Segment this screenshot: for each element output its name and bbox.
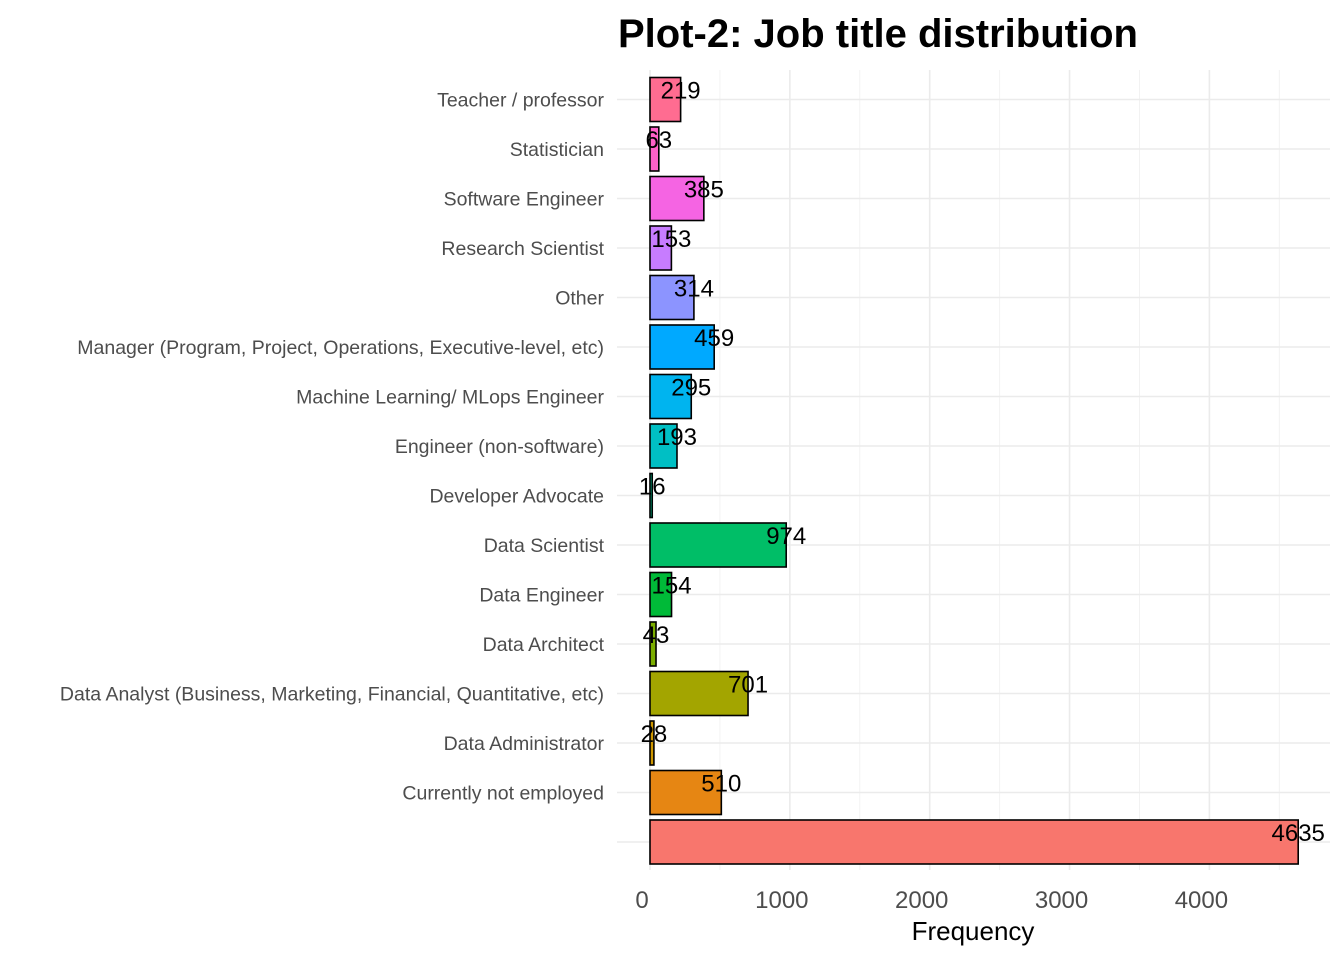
bar-data-scientist bbox=[649, 522, 788, 568]
y-tick-label-data-analyst-business-marketing-financial-quantitative-etc: Data Analyst (Business, Marketing, Finan… bbox=[60, 684, 604, 706]
x-tick-label: 0 bbox=[635, 887, 648, 914]
bar-engineer-non-software bbox=[649, 423, 678, 469]
data-label-research-scientist: 153 bbox=[651, 226, 691, 253]
bar-data-analyst-business-marketing-financial-quantitative-etc bbox=[649, 670, 749, 717]
bar-research-scientist bbox=[649, 225, 673, 271]
bar-data-administrator bbox=[649, 720, 655, 766]
data-label-data-engineer: 154 bbox=[652, 573, 692, 600]
data-label-blank: 4635 bbox=[1272, 820, 1325, 847]
y-tick-label-data-scientist: Data Scientist bbox=[484, 535, 605, 557]
chart-title: Plot-2: Job title distribution bbox=[618, 12, 1138, 56]
y-tick-label-data-engineer: Data Engineer bbox=[479, 585, 604, 607]
y-tick-label-teacher-professor: Teacher / professor bbox=[437, 90, 604, 112]
bar-teacher-professor bbox=[649, 76, 682, 123]
x-tick-label: 2000 bbox=[895, 887, 948, 914]
y-axis-labels: Teacher / professor Statistician Software … bbox=[60, 90, 605, 805]
y-tick-label-research-scientist: Research Scientist bbox=[441, 238, 604, 260]
data-label-machine-learning-mlops-engineer: 295 bbox=[671, 375, 711, 402]
x-axis-title: Frequency bbox=[912, 916, 1035, 946]
bar-developer-advocate bbox=[649, 472, 654, 519]
bar-machine-learning-mlops-engineer bbox=[649, 373, 693, 420]
bar-manager-program-project-operations-executive-level-etc bbox=[649, 324, 715, 370]
data-label-data-administrator: 28 bbox=[641, 721, 668, 748]
bar-currently-not-employed bbox=[649, 769, 723, 816]
bar-statistician bbox=[649, 126, 660, 172]
data-label-manager-program-project-operations-executive-level-etc: 459 bbox=[694, 325, 734, 352]
bar-other bbox=[649, 274, 695, 321]
y-tick-label-currently-not-employed: Currently not employed bbox=[402, 783, 604, 805]
y-tick-label-other: Other bbox=[555, 288, 604, 310]
data-labels: 219 63 385 153 314 459 295 193 16 974 154 43 701 28 51… bbox=[639, 78, 1325, 848]
bar-data-architect bbox=[649, 621, 657, 667]
x-axis-ticks: 0 1000 2000 3000 4000 bbox=[635, 887, 1228, 914]
data-label-data-scientist: 974 bbox=[766, 523, 806, 550]
bar-blank bbox=[649, 819, 1300, 865]
y-tick-label-statistician: Statistician bbox=[510, 139, 604, 161]
x-tick-label: 1000 bbox=[755, 887, 808, 914]
data-label-data-analyst-business-marketing-financial-quantitative-etc: 701 bbox=[728, 672, 768, 699]
data-label-data-architect: 43 bbox=[643, 622, 670, 649]
y-tick-label-manager-program-project-operations-executive-level-etc: Manager (Program, Project, Operations, E… bbox=[77, 337, 604, 359]
x-tick-label: 3000 bbox=[1035, 887, 1088, 914]
y-tick-label-machine-learning-mlops-engineer: Machine Learning/ MLops Engineer bbox=[296, 387, 604, 409]
y-tick-label-data-administrator: Data Administrator bbox=[444, 733, 605, 755]
data-label-developer-advocate: 16 bbox=[639, 474, 666, 501]
grid bbox=[617, 70, 1330, 870]
x-tick-label: 4000 bbox=[1175, 887, 1228, 914]
bar-data-engineer bbox=[649, 571, 673, 618]
data-label-currently-not-employed: 510 bbox=[701, 771, 741, 798]
data-label-engineer-non-software: 193 bbox=[657, 424, 697, 451]
y-tick-label-data-architect: Data Architect bbox=[483, 634, 605, 656]
bars bbox=[649, 76, 1300, 865]
bar-software-engineer bbox=[649, 175, 705, 222]
data-label-other: 314 bbox=[674, 276, 714, 303]
data-label-statistician: 63 bbox=[645, 127, 672, 154]
y-tick-label-engineer-non-software: Engineer (non-software) bbox=[395, 436, 604, 458]
data-label-software-engineer: 385 bbox=[684, 177, 724, 204]
y-tick-label-developer-advocate: Developer Advocate bbox=[429, 486, 604, 508]
y-tick-label-software-engineer: Software Engineer bbox=[444, 189, 605, 211]
data-label-teacher-professor: 219 bbox=[661, 78, 701, 105]
